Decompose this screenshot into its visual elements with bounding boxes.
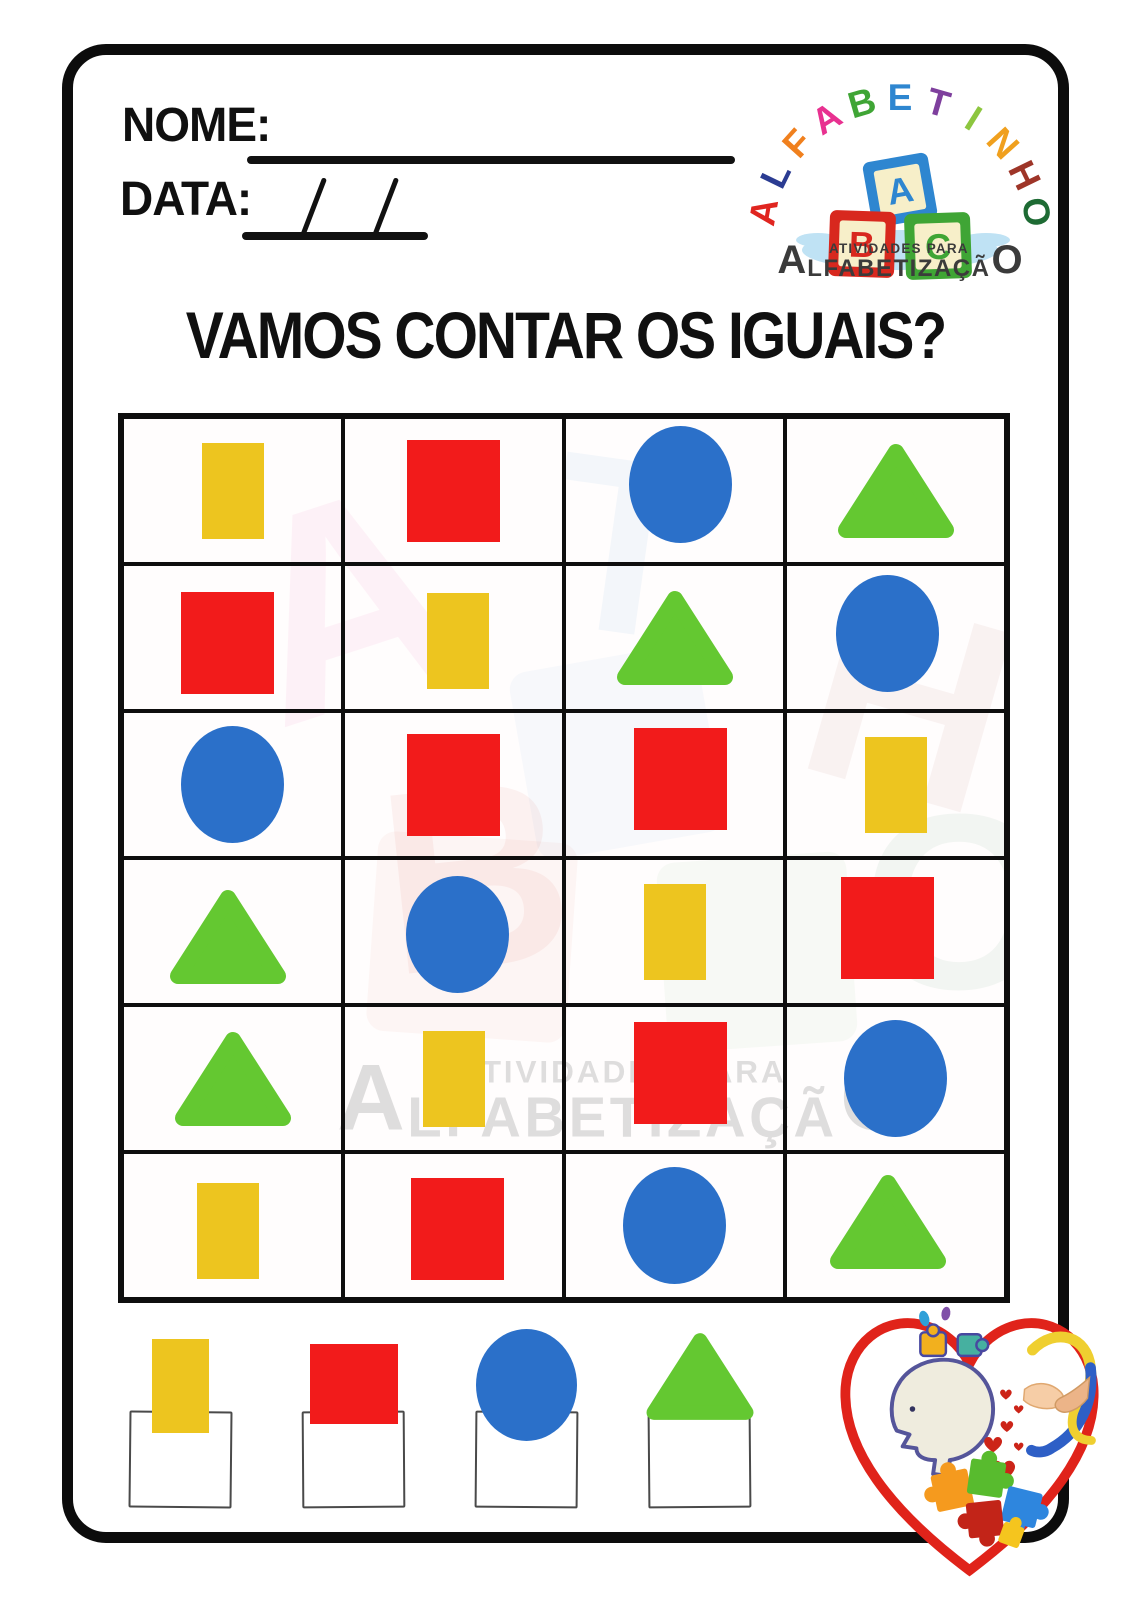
grid-cell-r6-c4: [785, 1152, 1006, 1299]
grid-cell-r2-c4: [785, 564, 1006, 711]
logo-tagline: A ATIVIDADES PARA LFABETIZAÇÃ O: [777, 240, 1022, 281]
tagline-big-a: A: [777, 238, 807, 282]
tagline-top-text: ATIVIDADES PARA: [828, 241, 969, 256]
grid-cell-r2-c1: [122, 564, 343, 711]
blue-circle-shape: [844, 1020, 947, 1137]
tagline-middle-text: LFABETIZAÇÃ: [807, 254, 991, 282]
inclusion-heart-logo: [840, 1306, 1099, 1577]
grid-cell-r3-c3: [564, 711, 785, 858]
blue-circle-shape: [623, 1167, 726, 1284]
svg-text:B: B: [848, 224, 875, 266]
green-triangle-shape: [169, 889, 286, 984]
holding-hands-ribbon-icon: [1022, 1331, 1097, 1458]
grid-cell-r4-c3: [564, 858, 785, 1005]
brand-letter: T: [922, 80, 955, 126]
answer-box-red-square[interactable]: [301, 1410, 406, 1509]
grid-cell-r3-c2: [343, 711, 564, 858]
grid-cell-r6-c2: [343, 1152, 564, 1299]
red-square-shape: [309, 1344, 398, 1424]
yellow-rectangle-shape: [196, 1182, 259, 1279]
brand-letter: A: [748, 195, 786, 228]
blue-circle-shape: [629, 426, 732, 543]
yellow-rectangle-shape: [864, 736, 927, 833]
brand-letter: B: [843, 79, 880, 126]
brand-letter: L: [752, 156, 799, 194]
grid-cell-r1-c3: [564, 417, 785, 564]
yellow-rectangle-shape: [201, 442, 264, 539]
name-input-line[interactable]: [247, 156, 735, 164]
brand-letter: A: [804, 94, 848, 143]
grid-cell-r5-c3: [564, 1005, 785, 1152]
red-square-shape: [634, 727, 727, 830]
grid-cell-r1-c2: [343, 417, 564, 564]
red-square-shape: [407, 439, 500, 542]
green-triangle-shape: [616, 590, 733, 685]
grid-cell-r4-c4: [785, 858, 1006, 1005]
block-c-icon: C: [904, 212, 972, 280]
grid-cell-r2-c2: [343, 564, 564, 711]
page-border-frame: [62, 44, 1069, 1543]
grid-cell-r4-c1: [122, 858, 343, 1005]
green-triangle-shape: [646, 1333, 753, 1420]
head-puzzle-icon: [889, 1306, 996, 1478]
brand-letter: H: [1000, 154, 1049, 196]
tagline-big-o: O: [991, 238, 1023, 282]
green-triangle-shape: [837, 443, 954, 538]
grid-cell-r5-c1: [122, 1005, 343, 1152]
water-splash-icon: [962, 233, 1010, 247]
yellow-rectangle-shape: [426, 592, 489, 689]
blue-circle-shape: [476, 1329, 577, 1441]
puzzle-pieces-icon: [924, 1450, 1049, 1548]
brand-letter: N: [979, 120, 1027, 167]
date-input-line[interactable]: [242, 232, 428, 240]
red-square-shape: [411, 1177, 504, 1280]
name-label: NOME:: [122, 97, 271, 152]
brand-letter: E: [888, 77, 913, 118]
block-b-icon: B: [828, 210, 896, 278]
blue-circle-shape: [406, 876, 509, 993]
red-square-shape: [841, 876, 934, 979]
green-triangle-shape: [829, 1174, 946, 1269]
grid-cell-r3-c4: [785, 711, 1006, 858]
brand-letter: O: [1014, 194, 1052, 229]
grid-cell-r1-c1: [122, 417, 343, 564]
yellow-rectangle-shape: [152, 1339, 209, 1433]
brand-letter: F: [774, 121, 820, 165]
grid-cell-r2-c3: [564, 564, 785, 711]
yellow-rectangle-shape: [422, 1030, 485, 1127]
red-square-shape: [181, 591, 274, 694]
brand-letter: I: [958, 98, 988, 138]
date-label: DATA:: [120, 171, 252, 226]
svg-text:C: C: [924, 226, 951, 268]
grid-cell-r6-c3: [564, 1152, 785, 1299]
green-triangle-shape: [174, 1031, 291, 1126]
blue-circle-shape: [181, 726, 284, 843]
grid-cell-r5-c2: [343, 1005, 564, 1152]
page-title: VAMOS CONTAR OS IGUAIS?: [185, 299, 947, 373]
grid-cell-r3-c1: [122, 711, 343, 858]
red-square-shape: [634, 1021, 727, 1124]
red-square-shape: [407, 733, 500, 836]
blue-circle-shape: [836, 575, 939, 692]
grid-cell-r1-c4: [785, 417, 1006, 564]
grid-cell-r5-c4: [785, 1005, 1006, 1152]
grid-cell-r4-c2: [343, 858, 564, 1005]
yellow-rectangle-shape: [643, 883, 706, 980]
block-a-icon: A: [862, 152, 938, 228]
grid-cell-r6-c1: [122, 1152, 343, 1299]
